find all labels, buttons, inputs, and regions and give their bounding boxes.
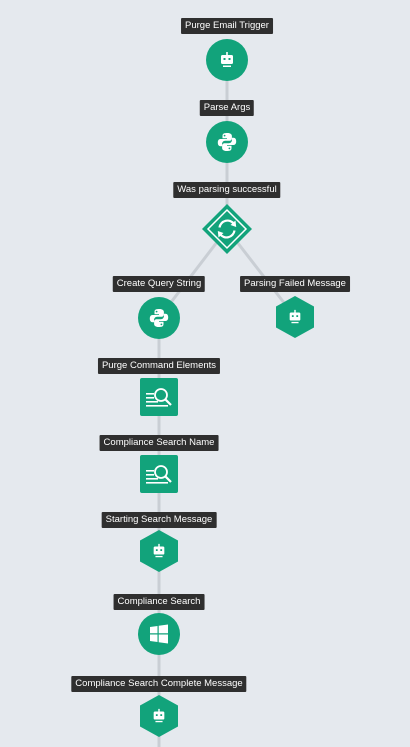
search-list-icon[interactable] (140, 455, 178, 493)
node-label: Parsing Failed Message (240, 276, 350, 292)
condition-icon[interactable] (201, 203, 253, 255)
node-label: Purge Email Trigger (181, 18, 273, 34)
node-label: Compliance Search Complete Message (71, 676, 247, 692)
node-label: Was parsing successful (173, 182, 281, 198)
node-label: Parse Args (199, 100, 255, 116)
windows-icon[interactable] (138, 613, 180, 655)
python-icon[interactable] (138, 297, 180, 339)
robot-icon[interactable] (206, 39, 248, 81)
node-label: Starting Search Message (101, 512, 217, 528)
robot-icon[interactable] (276, 296, 314, 338)
node-label: Purge Command Elements (97, 358, 221, 374)
node-label: Create Query String (112, 276, 206, 292)
search-list-icon[interactable] (140, 378, 178, 416)
node-label: Compliance Search Name (99, 435, 219, 451)
node-label: Compliance Search (113, 594, 205, 610)
python-icon[interactable] (206, 121, 248, 163)
